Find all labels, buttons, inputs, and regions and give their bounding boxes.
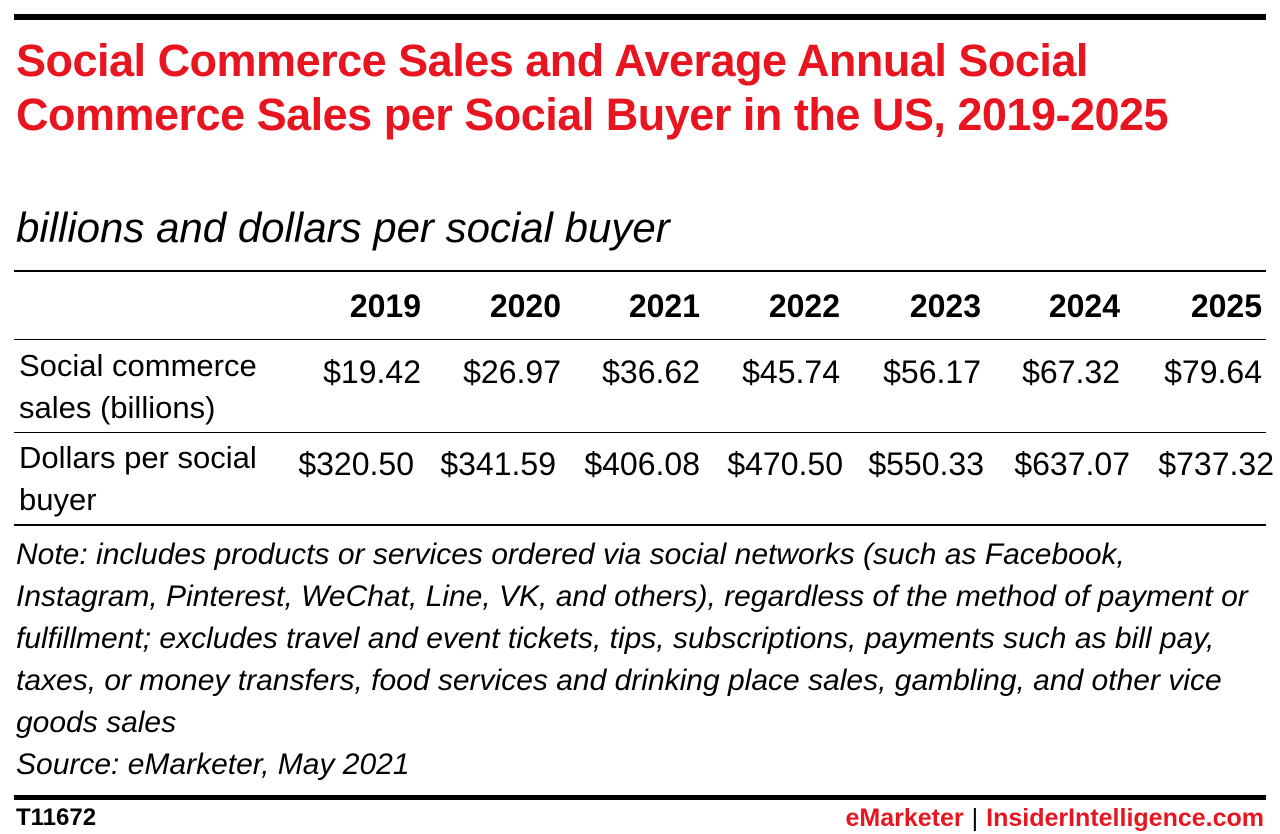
table-cell: $737.32 [1158,446,1274,482]
column-header-year: 2024 [1048,288,1120,324]
table-bottom-rule [14,524,1266,526]
brand-separator: | [971,804,979,832]
row-label: Social commerce sales (billions) [19,348,257,425]
brand-emarketer: eMarketer [845,804,964,832]
note-text: Note: includes products or services orde… [16,538,1248,739]
table-cell: $637.07 [1014,446,1130,482]
column-header-year: 2023 [909,288,981,324]
table-row-divider [14,432,1266,433]
source-text: Source: eMarketer, May 2021 [16,748,410,781]
table-cell: $320.50 [298,446,414,482]
row-label: Dollars per social buyer [19,440,257,517]
table-cell: $550.33 [868,446,984,482]
table-row-divider [14,339,1266,340]
column-header-year: 2020 [489,288,561,324]
table-cell: $406.08 [584,446,700,482]
chart-id: T11672 [16,804,97,831]
table-cell: $341.59 [440,446,556,482]
column-header-year: 2022 [768,288,840,324]
table-cell: $56.17 [883,354,981,390]
column-header-year: 2025 [1190,288,1262,324]
table-cell: $36.62 [602,354,700,390]
table-header-rule [14,270,1266,272]
brand-insider-intelligence: InsiderIntelligence.com [986,804,1264,832]
table-cell: $26.97 [463,354,561,390]
chart-subtitle: billions and dollars per social buyer [16,204,670,251]
table-cell: $19.42 [323,354,421,390]
column-header-year: 2021 [628,288,700,324]
table-cell: $79.64 [1164,354,1262,390]
table-cell: $45.74 [742,354,840,390]
table-cell: $67.32 [1022,354,1120,390]
footer-brand: eMarketer | InsiderIntelligence.com [846,803,1265,833]
chart-title: Social Commerce Sales and Average Annual… [16,35,1169,140]
footer-rule [14,795,1266,800]
table-note: Note: includes products or services orde… [16,534,1266,786]
top-rule [14,14,1266,20]
table-cell: $470.50 [727,446,843,482]
column-header-year: 2019 [349,288,421,324]
